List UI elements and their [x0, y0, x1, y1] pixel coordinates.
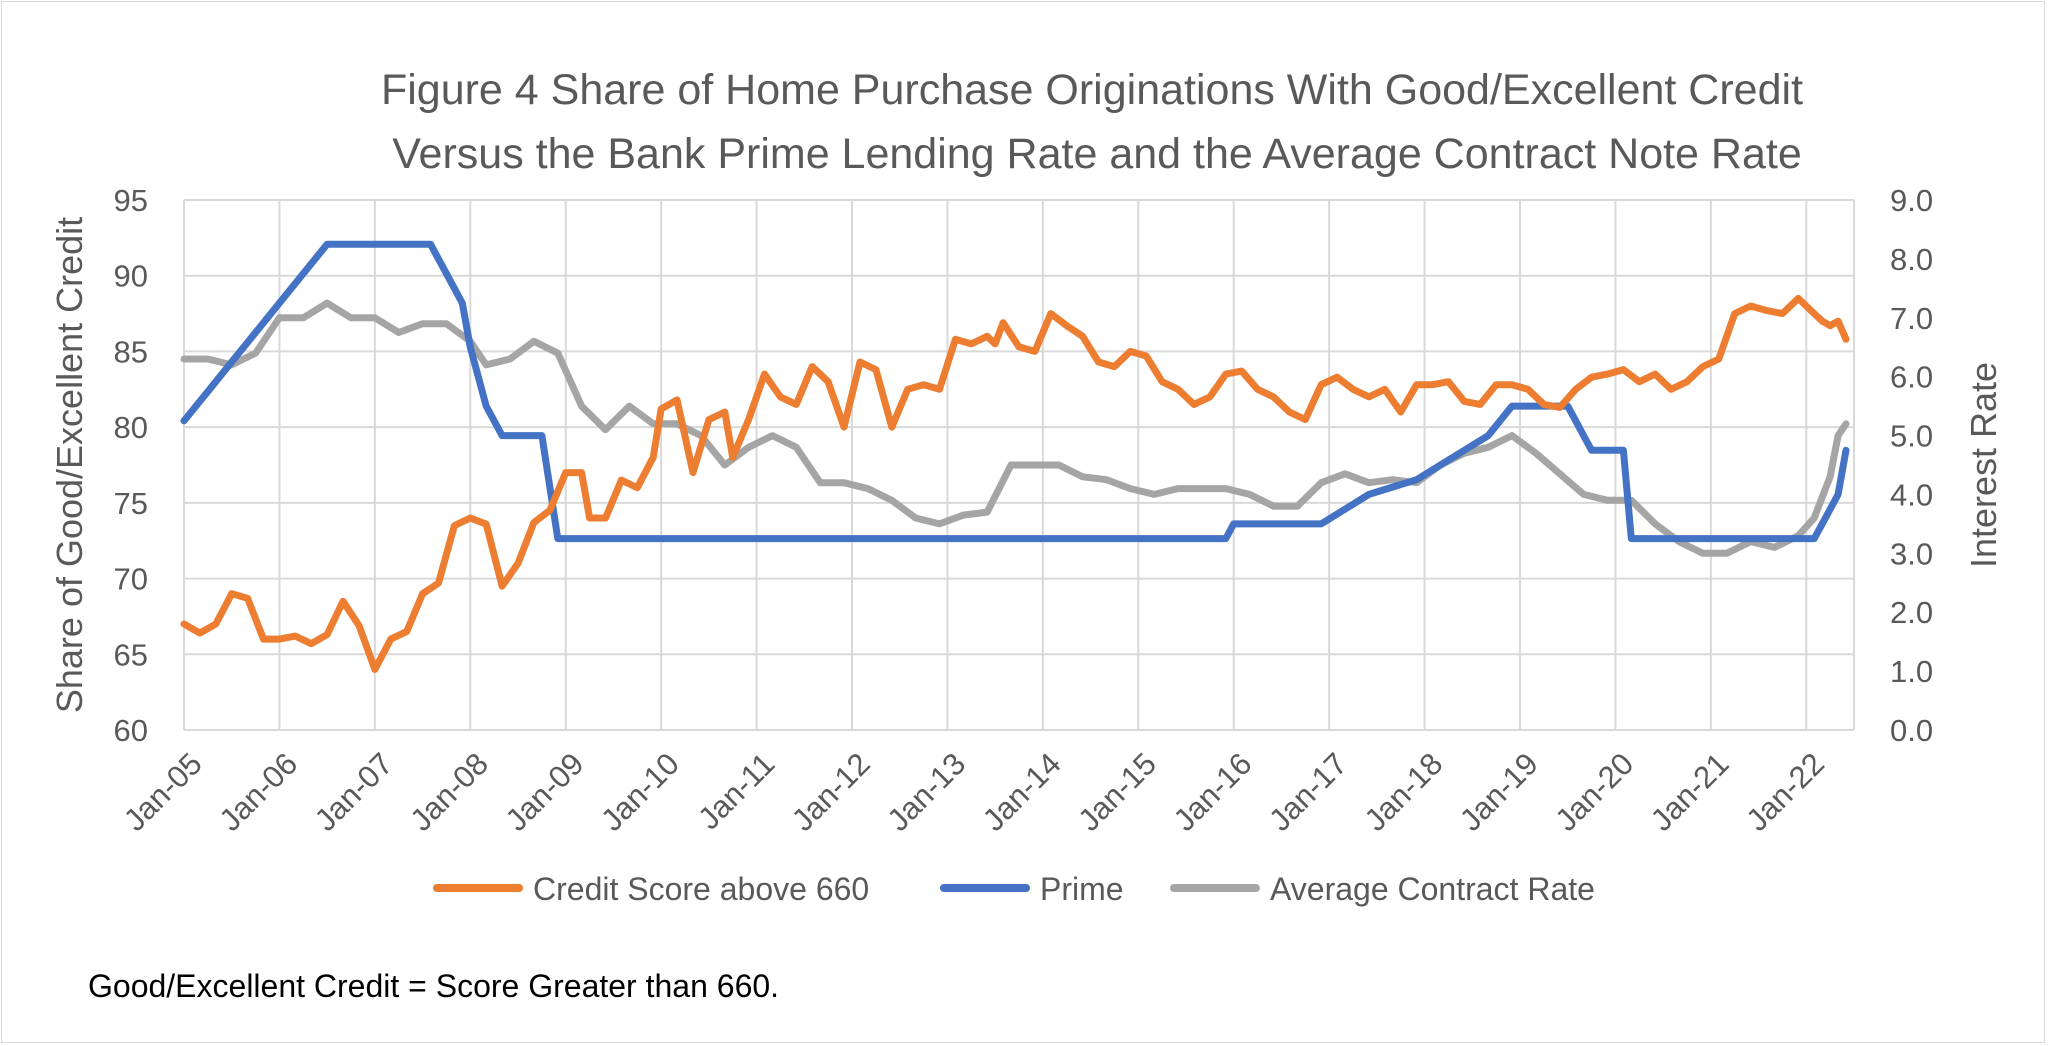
left-tick-label: 95 [114, 183, 148, 218]
left-tick-label: 85 [114, 334, 148, 369]
x-tick-label: Jan-06 [212, 746, 304, 838]
left-tick-label: 60 [114, 713, 148, 748]
x-tick-label: Jan-22 [1739, 746, 1831, 838]
chart-title-line-2: Versus the Bank Prime Lending Rate and t… [392, 130, 1802, 178]
legend-label: Prime [1040, 871, 1124, 907]
legend-label: Average Contract Rate [1270, 871, 1595, 907]
x-tick-label: Jan-08 [403, 746, 495, 838]
x-tick-label: Jan-20 [1548, 746, 1640, 838]
x-tick-label: Jan-16 [1167, 746, 1259, 838]
chart-title-line-1: Figure 4 Share of Home Purchase Originat… [381, 66, 1803, 114]
legend-label: Credit Score above 660 [533, 871, 869, 907]
left-axis-title: Share of Good/Excellent Credit [49, 217, 90, 713]
right-axis-ticks: 0.0 1.0 2.0 3.0 4.0 5.0 6.0 7.0 8.0 9.0 [1890, 183, 1933, 748]
right-tick-label: 3.0 [1890, 536, 1933, 571]
legend: Credit Score above 660 Prime Average Contr… [433, 871, 1595, 907]
series-lines [180, 240, 1850, 673]
x-tick-label: Jan-11 [691, 746, 781, 836]
x-tick-label: Jan-07 [308, 746, 400, 838]
right-tick-label: 5.0 [1890, 419, 1933, 454]
x-tick-label: Jan-19 [1453, 746, 1545, 838]
series-line-0 [180, 294, 1850, 673]
x-tick-label: Jan-13 [880, 746, 972, 838]
right-tick-label: 2.0 [1890, 595, 1933, 630]
left-tick-label: 80 [114, 410, 148, 445]
right-tick-label: 6.0 [1890, 360, 1933, 395]
right-tick-label: 4.0 [1890, 477, 1933, 512]
right-tick-label: 8.0 [1890, 242, 1933, 277]
footnote: Good/Excellent Credit = Score Greater th… [88, 968, 780, 1004]
x-tick-label: Jan-09 [499, 746, 591, 838]
right-tick-label: 0.0 [1890, 713, 1933, 748]
x-tick-label: Jan-12 [785, 746, 877, 838]
x-tick-label: Jan-14 [976, 746, 1068, 838]
left-tick-label: 75 [114, 486, 148, 521]
x-tick-label: Jan-10 [594, 746, 686, 838]
left-tick-label: 90 [114, 259, 148, 294]
series-line-1 [180, 240, 1850, 543]
x-tick-label: Jan-05 [117, 746, 209, 838]
x-tick-label: Jan-21 [1644, 746, 1736, 838]
x-tick-label: Jan-18 [1358, 746, 1450, 838]
right-tick-label: 9.0 [1890, 183, 1933, 218]
x-tick-label: Jan-17 [1262, 746, 1354, 838]
right-axis-title: Interest Rate [1963, 362, 2004, 568]
right-tick-label: 7.0 [1890, 301, 1933, 336]
left-tick-label: 65 [114, 637, 148, 672]
left-tick-label: 70 [114, 562, 148, 597]
left-axis-ticks: 60 65 70 75 80 85 90 95 [114, 183, 148, 748]
right-tick-label: 1.0 [1890, 654, 1933, 689]
x-tick-label: Jan-15 [1071, 746, 1163, 838]
x-axis-ticks: Jan-05 Jan-06 Jan-07 Jan-08 Jan-09 Jan-10 Jan-… [117, 746, 1831, 838]
